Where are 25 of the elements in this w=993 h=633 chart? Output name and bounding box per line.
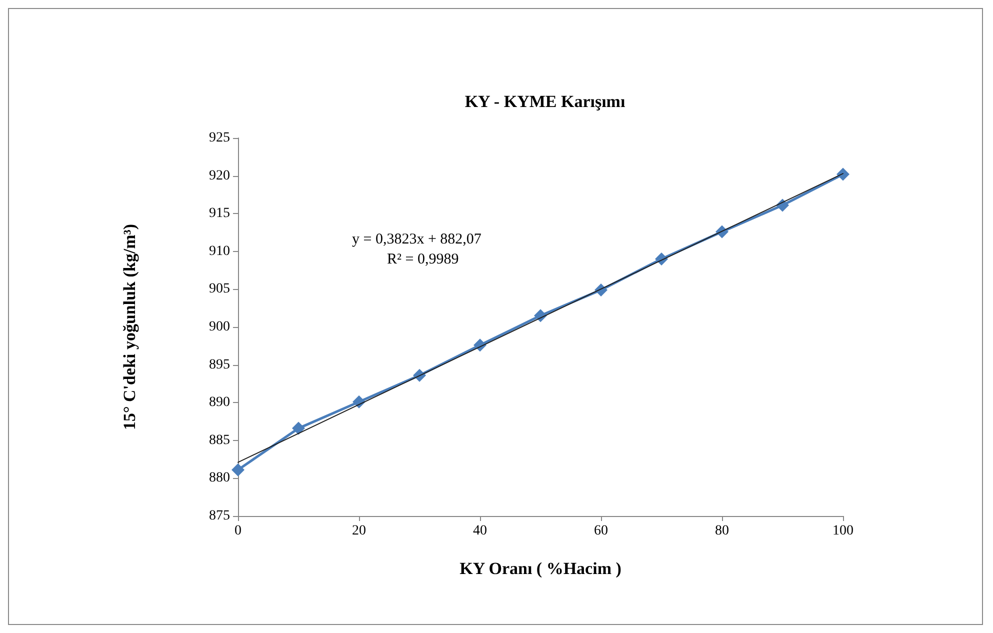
x-tick-label: 40 (473, 524, 487, 538)
y-tick-label: 900 (209, 320, 230, 334)
chart-title: KY - KYME Karışımı (464, 92, 626, 111)
y-tick-label: 915 (209, 206, 230, 222)
y-tick-label: 905 (209, 282, 230, 297)
x-tick-label: 20 (352, 524, 366, 538)
y-tick-label: 910 (209, 244, 230, 259)
point (836, 168, 850, 181)
y-tick-label: 875 (209, 508, 230, 524)
x-tick-label: 100 (832, 524, 854, 538)
x-axis-title: KY Oranı ( %Hacim ) (460, 559, 622, 578)
y-tick-label: 880 (209, 470, 230, 486)
x-tick-label: 80 (715, 524, 729, 538)
y-tick-label: 895 (209, 357, 230, 372)
y-axis-title: 15° C'deki yoğunluk (kg/m³) (120, 224, 139, 430)
y-tick-label: 890 (209, 395, 230, 410)
annotation: y = 0,3823x + 882,07 (352, 232, 482, 248)
point (232, 463, 244, 476)
x-tick-label: 0 (234, 524, 242, 538)
y-tick-label: 920 (209, 168, 230, 184)
x-tick-label: 60 (594, 524, 608, 538)
annotation: R² = 0,9989 (387, 252, 459, 268)
y-tick-label: 885 (209, 432, 230, 448)
y-tick-label: 925 (209, 130, 230, 146)
point (292, 422, 305, 435)
